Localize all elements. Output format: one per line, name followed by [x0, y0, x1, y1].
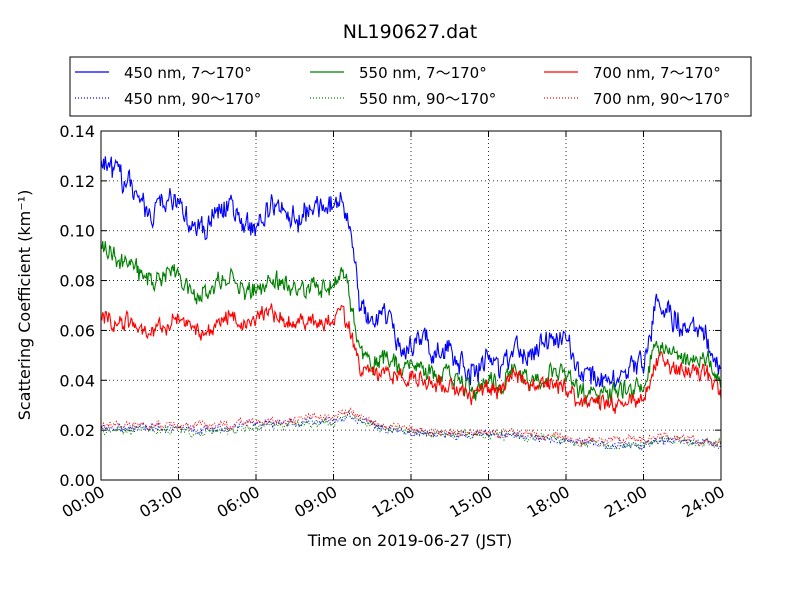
y-tick-label: 0.08 [59, 272, 95, 291]
y-tick-label: 0.04 [59, 371, 95, 390]
x-tick-label: 06:00 [214, 482, 263, 522]
x-tick-label: 18:00 [524, 482, 573, 522]
axis-ticks: 00:00 03:00 06:00 09:00 12:00 15:00 18:00 21:00… [59, 122, 728, 522]
series-line [100, 409, 722, 451]
legend-label: 700 nm, 7～170° [593, 64, 721, 82]
x-tick-label: 21:00 [601, 482, 650, 522]
y-tick-label: 0.02 [59, 421, 95, 440]
legend-frame [69, 56, 752, 117]
y-tick-label: 0.10 [59, 222, 95, 241]
legend-label: 700 nm, 90～170° [593, 90, 730, 108]
series-line [100, 407, 722, 448]
series-line [100, 156, 722, 390]
legend-label: 450 nm, 90～170° [124, 90, 261, 108]
x-tick-label: 15:00 [446, 482, 495, 522]
x-axis-label: Time on 2019-06-27 (JST) [307, 531, 512, 550]
legend: 450 nm, 7～170° 450 nm, 90～170° 550 nm, 7～1… [69, 56, 752, 117]
series-line [100, 240, 722, 405]
y-tick-label: 0.14 [59, 122, 95, 141]
x-tick-label: 09:00 [291, 482, 340, 522]
y-tick-label: 0.06 [59, 321, 95, 340]
legend-label: 550 nm, 7～170° [359, 64, 487, 82]
series-line [100, 303, 722, 414]
chart-title: NL190627.dat [343, 21, 478, 43]
y-axis-label: Scattering Coefficient (km⁻¹) [15, 190, 34, 421]
series-layer [100, 156, 722, 451]
series-line [100, 408, 722, 451]
x-tick-label: 12:00 [369, 482, 418, 522]
y-tick-label: 0.12 [59, 172, 95, 191]
y-tick-label: 0.00 [59, 471, 95, 490]
legend-label: 550 nm, 90～170° [359, 90, 496, 108]
x-tick-label: 03:00 [136, 482, 185, 522]
x-tick-label: 24:00 [679, 482, 728, 522]
legend-label: 450 nm, 7～170° [124, 64, 252, 82]
